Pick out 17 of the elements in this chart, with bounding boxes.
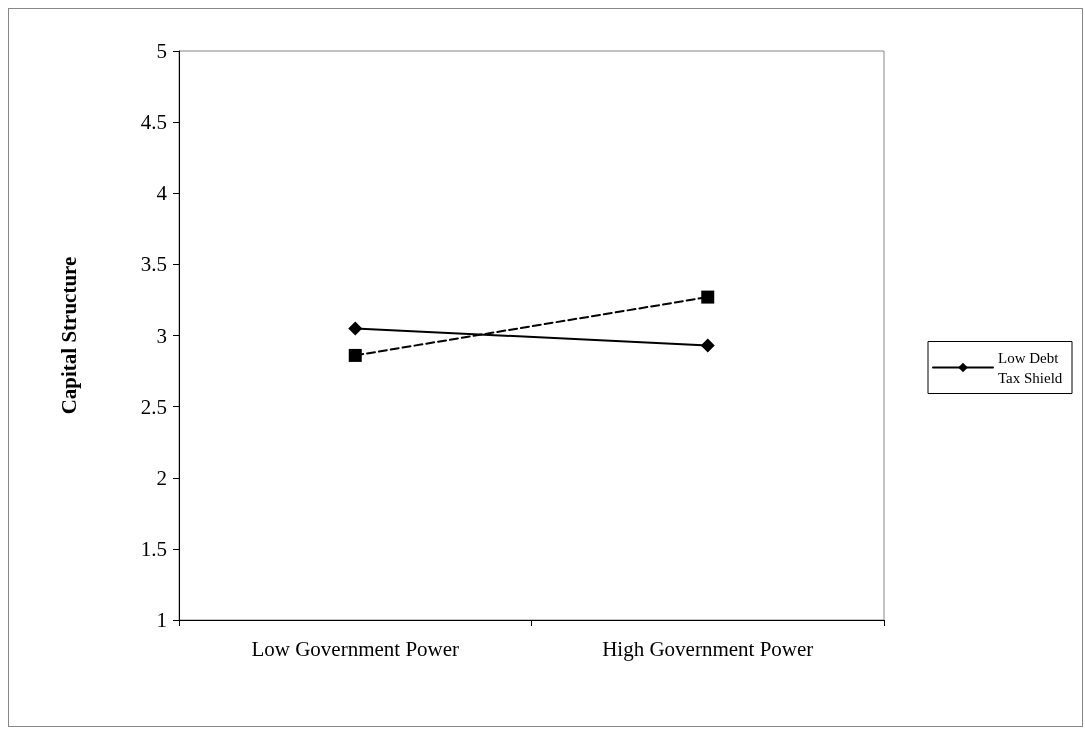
legend-label: Low Debt Tax Shield — [998, 349, 1063, 386]
y-tick-label: 3.5 — [140, 252, 167, 277]
y-axis-title: Capital Structure — [56, 256, 81, 415]
x-tick-label: High Government Power — [602, 636, 814, 661]
y-tick-label: 1 — [156, 608, 167, 632]
y-tick-label: 2.5 — [140, 394, 167, 419]
point — [701, 290, 715, 304]
point — [700, 338, 715, 353]
point — [348, 348, 362, 362]
y-tick-label: 1.5 — [140, 536, 167, 561]
point — [348, 321, 363, 336]
y-tick-label: 4 — [156, 181, 168, 206]
y-tick-label: 5 — [156, 39, 167, 63]
y-tick-label: 3 — [156, 323, 167, 348]
y-tick-label: 2 — [156, 465, 167, 490]
y-tick-label: 4.5 — [140, 110, 167, 135]
x-tick-label: Low Government Power — [251, 636, 460, 661]
